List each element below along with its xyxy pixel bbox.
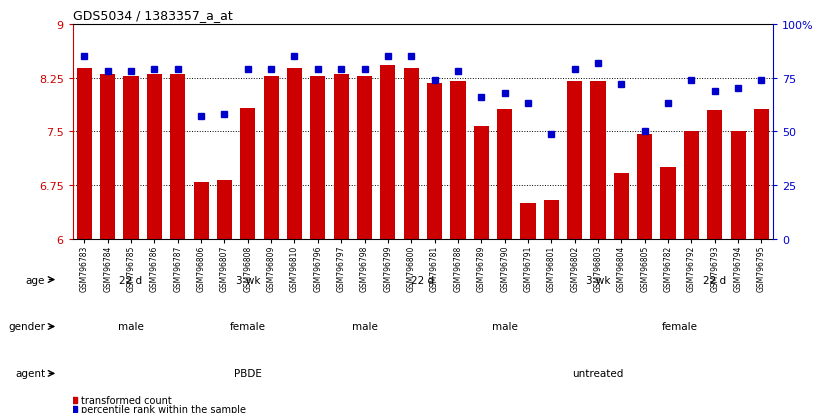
Text: age: age <box>26 275 45 285</box>
Text: male: male <box>118 322 144 332</box>
Bar <box>473 126 489 240</box>
Bar <box>240 109 255 240</box>
Bar <box>404 69 419 240</box>
Bar <box>77 69 92 240</box>
Text: 3 wk: 3 wk <box>586 275 610 285</box>
Text: agent: agent <box>15 368 45 378</box>
Bar <box>544 200 559 240</box>
Text: male: male <box>491 322 518 332</box>
Bar <box>380 66 396 240</box>
Text: 22 d: 22 d <box>703 275 726 285</box>
Bar <box>707 111 723 240</box>
Text: female: female <box>230 322 266 332</box>
Text: 3 wk: 3 wk <box>235 275 260 285</box>
Text: PBDE: PBDE <box>234 368 262 378</box>
Text: transformed count: transformed count <box>82 395 172 405</box>
Text: percentile rank within the sample: percentile rank within the sample <box>82 404 246 413</box>
Bar <box>217 181 232 240</box>
Text: 22 d: 22 d <box>120 275 143 285</box>
Bar <box>754 109 769 240</box>
Text: female: female <box>662 322 698 332</box>
Bar <box>123 76 139 240</box>
Text: GDS5034 / 1383357_a_at: GDS5034 / 1383357_a_at <box>73 9 232 22</box>
Text: 22 d: 22 d <box>411 275 434 285</box>
Bar <box>614 174 629 240</box>
Bar <box>567 82 582 240</box>
Bar <box>730 132 746 240</box>
Text: untreated: untreated <box>572 368 624 378</box>
Bar <box>450 82 466 240</box>
Text: gender: gender <box>8 322 45 332</box>
Bar <box>661 168 676 240</box>
Bar <box>591 82 605 240</box>
Bar <box>637 134 653 240</box>
Bar <box>100 75 116 240</box>
Bar <box>287 69 302 240</box>
Bar <box>147 75 162 240</box>
Bar <box>520 204 535 240</box>
Bar <box>334 75 349 240</box>
Bar <box>427 83 442 240</box>
Bar <box>170 75 185 240</box>
Bar <box>684 132 699 240</box>
Bar <box>497 109 512 240</box>
Bar <box>311 76 325 240</box>
Text: male: male <box>352 322 377 332</box>
Bar <box>357 76 373 240</box>
Bar <box>193 182 209 240</box>
Bar <box>263 76 278 240</box>
